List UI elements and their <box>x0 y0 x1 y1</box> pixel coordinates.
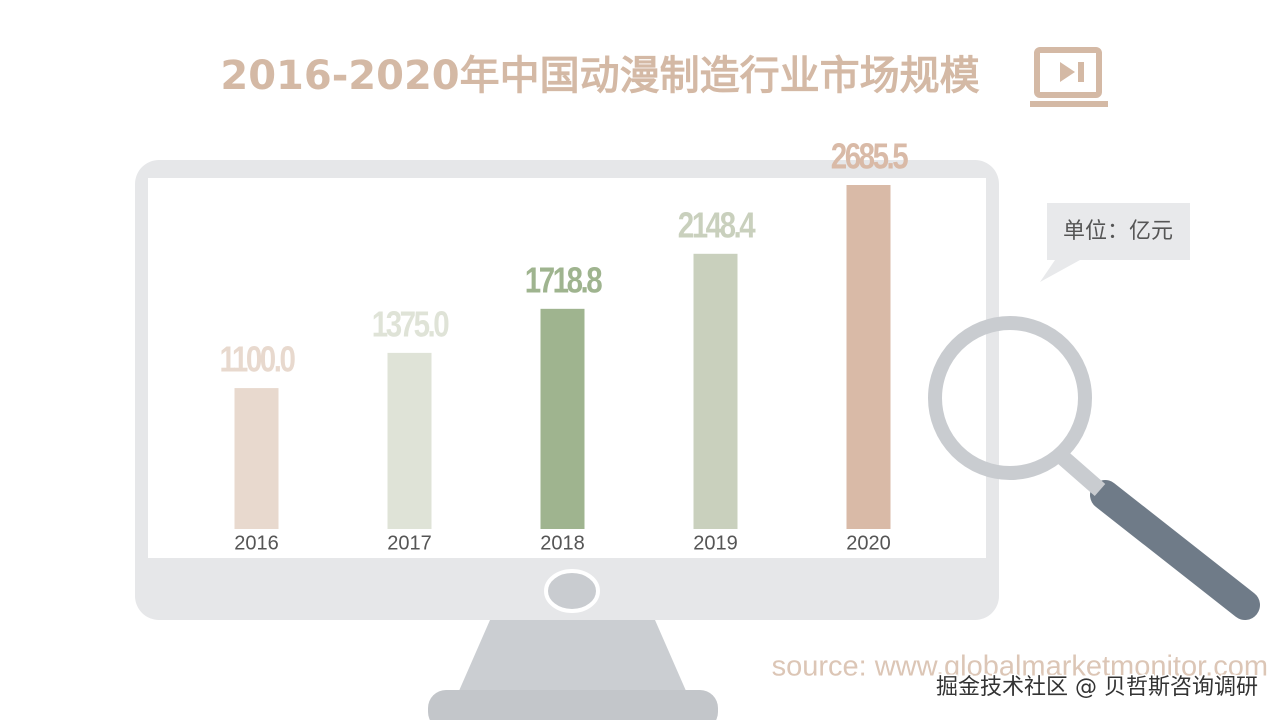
value-label: 1100.0 <box>220 339 295 379</box>
x-tick-label: 2018 <box>540 532 585 554</box>
value-label: 2148.4 <box>678 204 757 244</box>
bar <box>234 388 279 529</box>
monitor-button <box>544 569 600 613</box>
unit-label: 单位：亿元 <box>1063 219 1173 244</box>
magnifier-lens <box>928 316 1092 480</box>
x-tick-label: 2016 <box>234 532 279 554</box>
magnifier-neck <box>1054 448 1106 497</box>
chart-title: 2016-2020年中国动漫制造行业市场规模 <box>220 53 979 99</box>
title-icon <box>1030 47 1108 107</box>
magnifier-handle <box>1090 480 1260 620</box>
monitor-stand <box>455 620 690 700</box>
watermark: 掘金技术社区 @ 贝哲斯咨询调研 <box>936 675 1258 700</box>
x-tick-label: 2019 <box>693 532 738 554</box>
x-tick-label: 2020 <box>846 532 891 554</box>
bar <box>387 352 432 529</box>
value-label: 1375.0 <box>372 304 449 344</box>
bar <box>540 308 585 529</box>
value-label: 1718.8 <box>525 260 603 300</box>
bar <box>846 185 891 529</box>
x-tick-label: 2017 <box>387 532 432 554</box>
monitor-base <box>428 690 718 720</box>
source-note: source: www.globalmarketmonitor.com <box>772 651 1268 683</box>
value-label: 2685.5 <box>831 136 909 176</box>
bar <box>693 253 738 530</box>
unit-bubble <box>1040 203 1190 282</box>
